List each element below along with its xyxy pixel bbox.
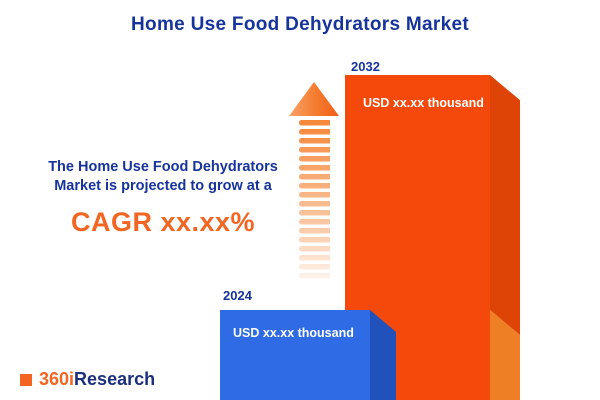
tagline: The Home Use Food Dehydrators Market is … (26, 158, 300, 240)
bar-2032-year-label: 2032 (351, 59, 380, 74)
bar-2024-front (220, 310, 370, 400)
logo-suffix: Research (74, 369, 156, 389)
tagline-line-1: The Home Use Food Dehydrators (48, 159, 278, 175)
cagr-value: CAGR xx.xx% (70, 206, 256, 237)
logo: 360i Research (20, 369, 155, 390)
bar-2024-value-label: USD xx.xx thousand (233, 326, 354, 340)
tagline-line-2: Market is projected to grow at a (54, 177, 272, 194)
logo-prefix: 360i (39, 369, 75, 389)
bar-2024-year-label: 2024 (223, 288, 252, 303)
page-title: Home Use Food Dehydrators Market (131, 14, 469, 35)
bar-2032-side-upper (490, 75, 520, 336)
logo-text: 360i Research (39, 369, 155, 390)
logo-square-icon (20, 373, 32, 386)
bar-2032-value-label: USD xx.xx thousand (363, 96, 484, 110)
